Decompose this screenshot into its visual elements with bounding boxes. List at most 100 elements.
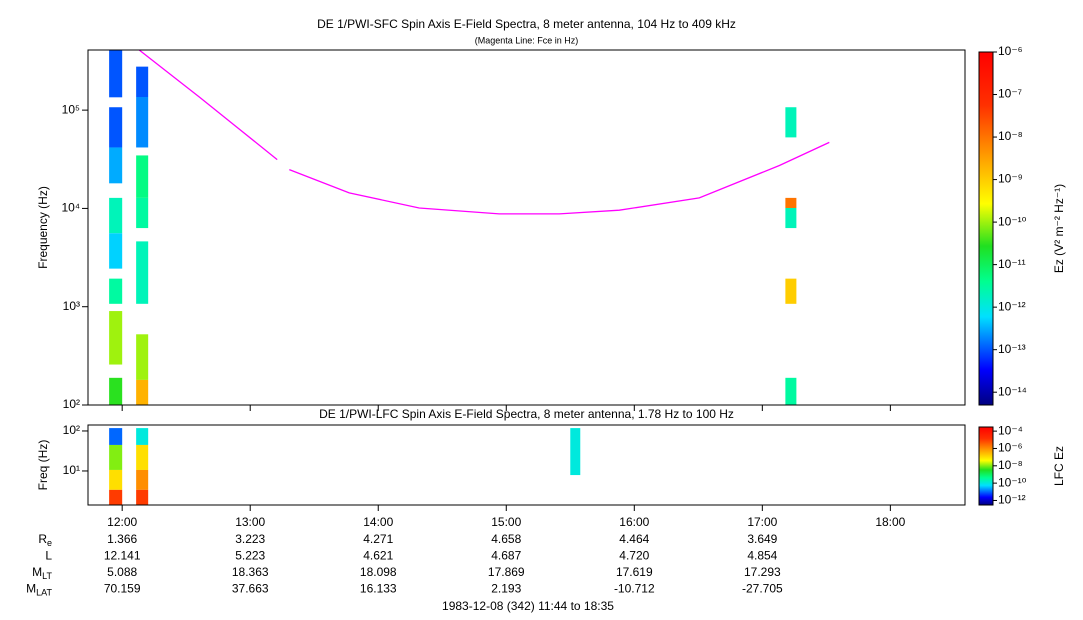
y-axis-label: Frequency (Hz) [36, 186, 50, 269]
y-tick-label: 10² [63, 397, 80, 411]
ephemeris-value: 4.658 [491, 532, 521, 546]
ephemeris-value: 4.854 [747, 549, 777, 563]
ephemeris-value: 5.223 [235, 549, 265, 563]
spectral-cell [109, 489, 123, 505]
colorbar-tick-label: 10⁻⁹ [998, 172, 1023, 186]
y-tick-label: 10⁵ [62, 102, 80, 116]
spectral-cell [785, 107, 797, 138]
colorbar [978, 51, 994, 406]
plot-frame [87, 49, 966, 406]
ephemeris-label: L [45, 549, 52, 563]
ephemeris-value: -10.712 [614, 582, 655, 596]
spectral-cell [785, 278, 797, 304]
ephemeris-label-sub: e [47, 538, 52, 548]
colorbar-tick-label: 10⁻¹⁰ [998, 475, 1027, 489]
spectral-cell [109, 444, 123, 470]
ephemeris-value: 4.621 [363, 549, 393, 563]
ephemeris-value: 3.649 [747, 532, 777, 546]
spectral-cell [136, 444, 149, 470]
ephemeris-label-sub: LAT [36, 588, 52, 598]
panel-title: DE 1/PWI-SFC Spin Axis E-Field Spectra, … [317, 17, 736, 31]
spectral-cell [136, 97, 149, 148]
spectral-cell [136, 66, 149, 98]
x-tick-label: 12:00 [107, 515, 137, 529]
spectral-cell [570, 428, 581, 476]
colorbar-tick-label: 10⁻¹⁰ [998, 214, 1027, 228]
ephemeris-label: MLAT [26, 582, 52, 598]
colorbar-tick-label: 10⁻⁶ [998, 441, 1023, 455]
y-tick-label: 10² [63, 423, 80, 437]
spectral-cell [136, 241, 149, 304]
colorbar-tick-label: 10⁻¹⁴ [998, 384, 1027, 398]
colorbar-label: LFC Ez [1052, 446, 1066, 486]
fce-line [138, 49, 830, 215]
ephemeris-label-main: M [32, 565, 42, 579]
ephemeris-value: -27.705 [742, 582, 783, 596]
spectral-cell [136, 334, 149, 380]
ephemeris-value: 1.366 [107, 532, 137, 546]
spectral-cell [136, 489, 149, 505]
spectral-cell [136, 428, 149, 445]
ephemeris-label: MLT [32, 565, 52, 581]
ephemeris-value: 3.223 [235, 532, 265, 546]
colorbar-tick-label: 10⁻⁶ [998, 44, 1023, 58]
spectral-cell [136, 379, 149, 405]
ephemeris-value: 18.098 [360, 565, 397, 579]
ephemeris-value: 4.720 [619, 549, 649, 563]
footer: 1983-12-08 (342) 11:44 to 18:35 [442, 599, 614, 613]
ephemeris-label-main: M [26, 582, 36, 596]
spectral-cell [109, 50, 123, 98]
spectral-cell [109, 278, 123, 304]
panel-subtitle: (Magenta Line: Fce in Hz) [475, 35, 579, 45]
spectral-cell [109, 469, 123, 490]
colorbar-tick-label: 10⁻¹² [998, 299, 1026, 313]
ephemeris-value: 37.663 [232, 582, 269, 596]
ephemeris-value: 4.464 [619, 532, 649, 546]
spectral-cell [109, 428, 123, 445]
colorbar [978, 426, 994, 506]
spectral-cell [109, 377, 123, 405]
y-tick-label: 10⁴ [61, 201, 80, 215]
colorbar-tick-label: 10⁻⁸ [998, 458, 1023, 472]
colorbar-tick-label: 10⁻⁴ [998, 423, 1023, 437]
colorbar-tick-label: 10⁻¹³ [998, 342, 1026, 356]
spectral-cell [109, 311, 123, 365]
spectral-cell [109, 107, 123, 148]
spectral-cell [785, 197, 797, 208]
ephemeris-label: Re [38, 532, 52, 548]
ephemeris-value: 4.687 [491, 549, 521, 563]
y-tick-label: 10³ [63, 299, 80, 313]
ephemeris-label-main: L [45, 549, 52, 563]
ephemeris-label-sub: LT [42, 571, 52, 581]
x-tick-label: 13:00 [235, 515, 265, 529]
y-tick-label: 10¹ [63, 463, 80, 477]
ephemeris-value: 18.363 [232, 565, 269, 579]
colorbar-tick-label: 10⁻⁸ [998, 129, 1023, 143]
colorbar-tick-label: 10⁻¹² [998, 493, 1026, 507]
x-tick-label: 18:00 [875, 515, 905, 529]
ephemeris-value: 12.141 [104, 549, 141, 563]
spectral-cell [136, 155, 149, 198]
plot-frame [87, 424, 966, 506]
x-tick-label: 15:00 [491, 515, 521, 529]
colorbar-label: Ez (V² m⁻² Hz⁻¹) [1052, 184, 1066, 273]
panel-title: DE 1/PWI-LFC Spin Axis E-Field Spectra, … [319, 407, 734, 421]
ephemeris-value: 17.869 [488, 565, 525, 579]
ephemeris-value: 4.271 [363, 532, 393, 546]
spectral-cell [785, 377, 797, 405]
ephemeris-value: 70.159 [104, 582, 141, 596]
x-tick-label: 17:00 [747, 515, 777, 529]
spectral-cell [109, 147, 123, 184]
spectral-cell [109, 233, 123, 269]
ephemeris-value: 5.088 [107, 565, 137, 579]
spectral-cell [136, 197, 149, 229]
ephemeris-value: 17.619 [616, 565, 653, 579]
spectral-cell [136, 469, 149, 490]
spectral-cell [109, 197, 123, 234]
ephemeris-value: 17.293 [744, 565, 781, 579]
y-axis-label: Freq (Hz) [36, 440, 50, 491]
colorbar-tick-label: 10⁻⁷ [998, 87, 1022, 101]
ephemeris-value: 16.133 [360, 582, 397, 596]
